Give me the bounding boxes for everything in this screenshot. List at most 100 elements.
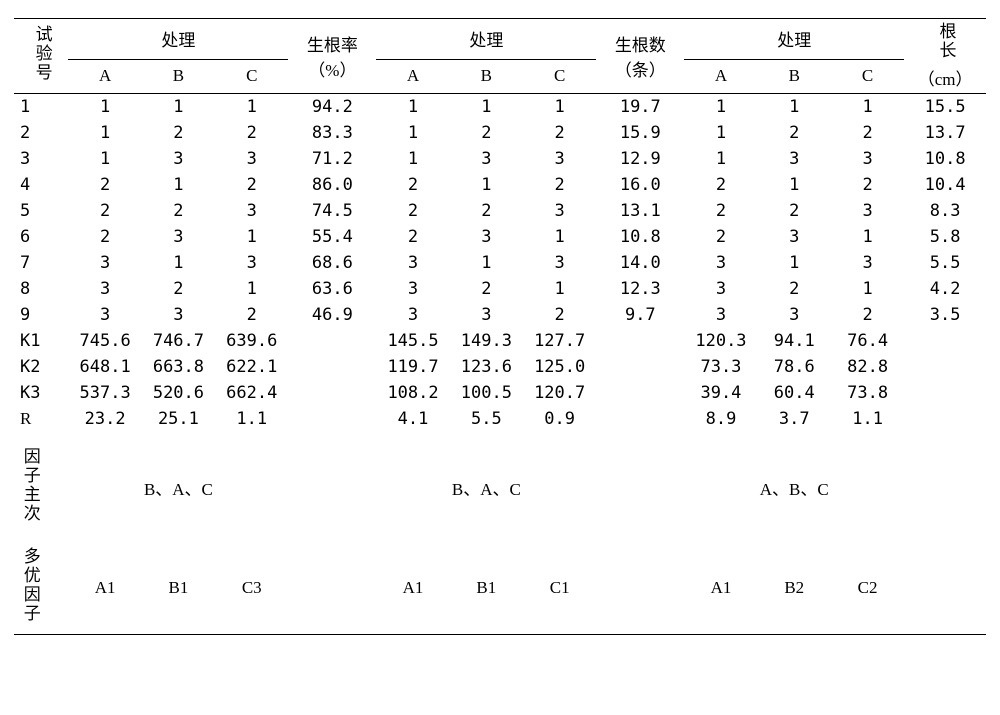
trial-no: 4 xyxy=(14,172,68,198)
col-c1: C xyxy=(215,59,288,93)
table-row: 313371.213312.913310.8 xyxy=(14,146,986,172)
cell: 12.3 xyxy=(596,276,684,302)
r-a1: 23.2 xyxy=(68,406,141,432)
col-rooting-rate: 生根率 （%） xyxy=(288,19,376,94)
cell: 1 xyxy=(376,146,449,172)
cell: 1 xyxy=(376,94,449,121)
cell: 639.6 xyxy=(215,328,288,354)
cell: 1 xyxy=(523,94,596,121)
cell: 4.2 xyxy=(904,276,986,302)
cell: 3 xyxy=(758,146,831,172)
trial-no: 6 xyxy=(14,224,68,250)
k-label: K1 xyxy=(14,328,68,354)
r-c2: 0.9 xyxy=(523,406,596,432)
r-row: R 23.2 25.1 1.1 4.1 5.5 0.9 8.9 3.7 1.1 xyxy=(14,406,986,432)
cell: 2 xyxy=(376,172,449,198)
cell: 3 xyxy=(215,146,288,172)
cell: 3 xyxy=(831,198,904,224)
cell: 5.8 xyxy=(904,224,986,250)
cell: 3.5 xyxy=(904,302,986,328)
r-label: R xyxy=(14,406,68,432)
factor-order-1: B、A、C xyxy=(68,432,288,542)
header-row-1: 试验号 处理 生根率 （%） 处理 生根数 （条） 处理 根长 （cm） xyxy=(14,19,986,60)
opt-c1: C3 xyxy=(215,542,288,634)
r-c3: 1.1 xyxy=(831,406,904,432)
r-b2: 5.5 xyxy=(450,406,523,432)
cell: 1 xyxy=(68,120,141,146)
cell: 622.1 xyxy=(215,354,288,380)
cell: 2 xyxy=(758,276,831,302)
trial-no: 7 xyxy=(14,250,68,276)
cell: 2 xyxy=(376,224,449,250)
cell: 2 xyxy=(523,302,596,328)
opt-a3: A1 xyxy=(684,542,757,634)
cell: 1 xyxy=(450,94,523,121)
cell: 2 xyxy=(142,276,215,302)
cell: 746.7 xyxy=(142,328,215,354)
orthogonal-table: 试验号 处理 生根率 （%） 处理 生根数 （条） 处理 根长 （cm） A B… xyxy=(14,18,986,635)
cell: 2 xyxy=(376,198,449,224)
cell: 2 xyxy=(684,224,757,250)
cell: 5.5 xyxy=(904,250,986,276)
cell: 1 xyxy=(142,250,215,276)
root-count-label: 生根数 xyxy=(615,36,666,55)
cell: 648.1 xyxy=(68,354,141,380)
cell: 76.4 xyxy=(831,328,904,354)
cell: 1 xyxy=(523,224,596,250)
cell: 2 xyxy=(758,198,831,224)
cell: 1 xyxy=(684,120,757,146)
cell: 3 xyxy=(684,302,757,328)
cell: 3 xyxy=(376,302,449,328)
header-row-2: A B C A B C A B C xyxy=(14,59,986,93)
r-c1: 1.1 xyxy=(215,406,288,432)
cell: 13.1 xyxy=(596,198,684,224)
table-row: 731368.631314.03135.5 xyxy=(14,250,986,276)
opt-b2: B1 xyxy=(450,542,523,634)
col-c2: C xyxy=(523,59,596,93)
cell: 68.6 xyxy=(288,250,376,276)
trial-no: 3 xyxy=(14,146,68,172)
cell: 145.5 xyxy=(376,328,449,354)
cell: 3 xyxy=(450,146,523,172)
r-a2: 4.1 xyxy=(376,406,449,432)
cell: 2 xyxy=(68,224,141,250)
opt-c2: C1 xyxy=(523,542,596,634)
cell: 3 xyxy=(376,276,449,302)
cell: 127.7 xyxy=(523,328,596,354)
trial-no: 1 xyxy=(14,94,68,121)
rooting-rate-label: 生根率 xyxy=(307,36,358,55)
rooting-rate-unit: （%） xyxy=(308,61,356,80)
col-b1: B xyxy=(142,59,215,93)
table-row: 212283.312215.912213.7 xyxy=(14,120,986,146)
cell: 3 xyxy=(523,250,596,276)
cell: 123.6 xyxy=(450,354,523,380)
table-row: 933246.93329.73323.5 xyxy=(14,302,986,328)
k-label: K3 xyxy=(14,380,68,406)
cell: 94.1 xyxy=(758,328,831,354)
cell: 2 xyxy=(215,302,288,328)
cell: 1 xyxy=(142,172,215,198)
col-c3: C xyxy=(831,59,904,93)
col-treatment-2: 处理 xyxy=(376,19,596,60)
data-body: 111194.211119.711115.5212283.312215.9122… xyxy=(14,94,986,329)
cell: 1 xyxy=(758,94,831,121)
cell: 60.4 xyxy=(758,380,831,406)
root-count-unit: （条） xyxy=(615,61,666,80)
trial-no: 8 xyxy=(14,276,68,302)
cell: 3 xyxy=(523,146,596,172)
cell: 46.9 xyxy=(288,302,376,328)
factor-order-2: B、A、C xyxy=(376,432,596,542)
table-row: 623155.423110.82315.8 xyxy=(14,224,986,250)
cell: 2 xyxy=(142,120,215,146)
trial-no: 9 xyxy=(14,302,68,328)
cell: 3 xyxy=(215,250,288,276)
cell: 2 xyxy=(684,172,757,198)
cell: 16.0 xyxy=(596,172,684,198)
col-treatment-1: 处理 xyxy=(68,19,288,60)
cell: 19.7 xyxy=(596,94,684,121)
cell: 2 xyxy=(215,120,288,146)
cell: 3 xyxy=(831,146,904,172)
cell: 3 xyxy=(450,302,523,328)
cell: 1 xyxy=(523,276,596,302)
cell: 663.8 xyxy=(142,354,215,380)
